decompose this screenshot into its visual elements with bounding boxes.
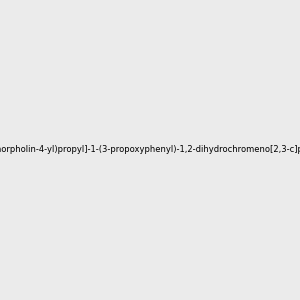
Text: 7-Methyl-2-[3-(morpholin-4-yl)propyl]-1-(3-propoxyphenyl)-1,2-dihydrochromeno[2,: 7-Methyl-2-[3-(morpholin-4-yl)propyl]-1-… [0,146,300,154]
